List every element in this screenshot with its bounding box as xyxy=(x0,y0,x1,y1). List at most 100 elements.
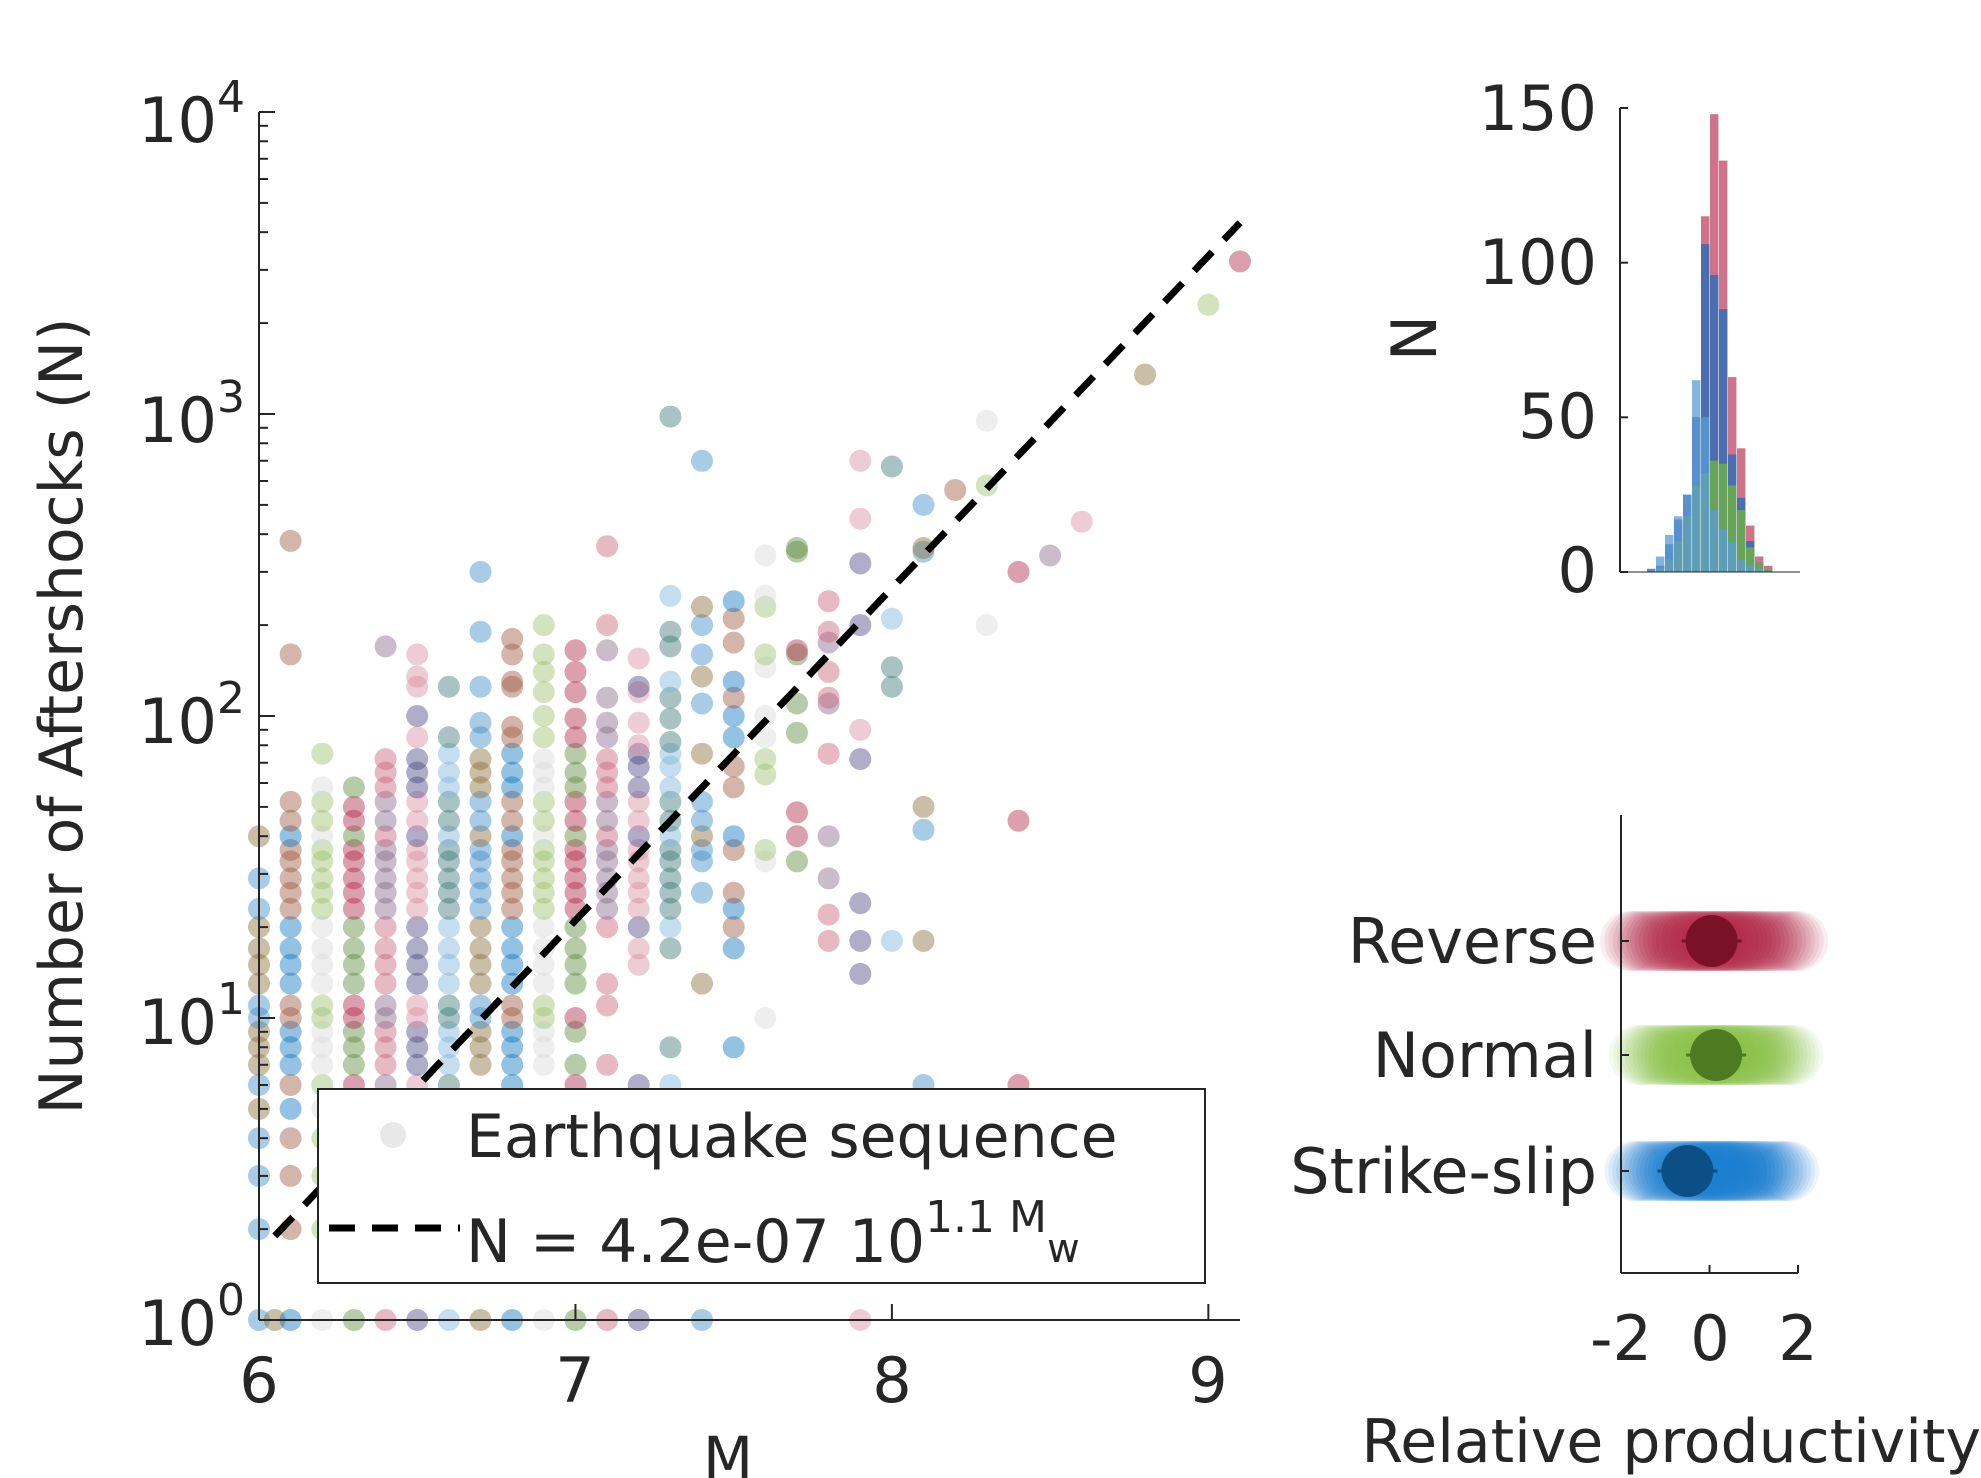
scatter-point xyxy=(342,825,365,848)
scatter-point xyxy=(627,897,650,920)
scatter-point xyxy=(691,839,713,861)
productivity-sample xyxy=(1751,1141,1812,1201)
scatter-point xyxy=(532,809,555,832)
scatter-points xyxy=(248,250,1251,1331)
scatter-point xyxy=(564,742,587,765)
scatter-point xyxy=(1197,293,1220,316)
productivity-sample xyxy=(1763,911,1824,971)
scatter-point xyxy=(437,1053,460,1076)
scatter-point xyxy=(311,809,334,832)
scatter-point xyxy=(564,790,587,813)
scatter-point xyxy=(437,1036,460,1059)
scatter-point xyxy=(817,867,840,890)
scatter-point xyxy=(564,1053,587,1076)
scatter-point xyxy=(501,1053,524,1076)
scatter-point xyxy=(659,776,682,799)
scatter-point xyxy=(532,972,555,995)
productivity-sample xyxy=(1612,1141,1673,1201)
scatter-point xyxy=(279,916,302,939)
scatter-point xyxy=(754,839,777,861)
main-y-tick-labels: 100 101 102 103 104 xyxy=(138,72,245,1360)
scatter-point xyxy=(437,790,460,813)
scatter-point xyxy=(722,726,745,749)
scatter-point xyxy=(912,537,935,559)
productivity-sample xyxy=(1617,911,1678,971)
scatter-point xyxy=(627,953,650,976)
productivity-sample xyxy=(1644,1025,1705,1085)
productivity-sample xyxy=(1608,911,1669,971)
productivity-sample xyxy=(1599,911,1660,971)
scatter-point xyxy=(786,825,808,848)
scatter-point xyxy=(501,643,524,666)
scatter-point xyxy=(596,761,619,784)
scatter-point xyxy=(564,937,587,960)
scatter-point xyxy=(532,643,555,666)
scatter-point xyxy=(374,776,397,799)
productivity-sample xyxy=(1608,1141,1669,1201)
scatter-point xyxy=(342,953,365,976)
productivity-sample xyxy=(1612,911,1673,971)
scatter-point xyxy=(279,953,302,976)
prod-ticks xyxy=(1620,940,1799,1273)
scatter-point xyxy=(596,850,619,873)
scatter-point xyxy=(722,670,745,693)
scatter-point xyxy=(659,670,682,693)
scatter-point xyxy=(406,994,429,1017)
scatter-point xyxy=(659,839,682,861)
scatter-point xyxy=(469,825,492,848)
scatter-point xyxy=(279,897,302,920)
productivity-sample xyxy=(1727,1025,1788,1085)
scatter-point xyxy=(564,825,587,848)
productivity-marks xyxy=(1599,911,1828,1201)
scatter-point xyxy=(311,825,334,848)
scatter-point xyxy=(627,825,650,848)
prod-label-strike-slip: Strike-slip xyxy=(1290,1135,1597,1208)
scatter-point xyxy=(437,916,460,939)
scatter-point xyxy=(627,881,650,904)
scatter-point xyxy=(469,776,492,799)
scatter-point xyxy=(279,850,302,873)
scatter-point xyxy=(564,1020,587,1043)
scatter-point xyxy=(406,675,429,698)
scatter-point xyxy=(311,972,334,995)
scatter-point xyxy=(880,675,903,698)
main-scatter-chart: 100 101 102 103 104 6 7 8 9 M Number of … xyxy=(27,72,1251,1478)
scatter-point xyxy=(754,544,777,567)
scatter-point xyxy=(975,409,998,432)
scatter-point xyxy=(406,1053,429,1076)
productivity-sample xyxy=(1715,1141,1776,1201)
scatter-point xyxy=(659,405,682,428)
scatter-point xyxy=(817,660,840,683)
scatter-point xyxy=(342,937,365,960)
scatter-point xyxy=(311,953,334,976)
y-tick-label-1: 101 xyxy=(138,974,245,1059)
scatter-point xyxy=(817,590,840,613)
scatter-point xyxy=(501,994,524,1017)
scatter-point xyxy=(342,972,365,995)
scatter-point xyxy=(406,839,429,861)
productivity-sample xyxy=(1755,911,1816,971)
scatter-point xyxy=(501,1020,524,1043)
prod-x-tick-label-0: 0 xyxy=(1690,1302,1729,1375)
scatter-point xyxy=(532,681,555,704)
scatter-point xyxy=(469,1020,492,1043)
scatter-point xyxy=(944,479,967,501)
fit-line xyxy=(272,220,1243,1239)
scatter-point xyxy=(722,839,745,861)
productivity-sample xyxy=(1724,911,1785,971)
scatter-point xyxy=(627,755,650,778)
scatter-point xyxy=(880,455,903,478)
scatter-point xyxy=(596,994,619,1017)
scatter-point xyxy=(786,721,808,744)
scatter-point xyxy=(722,916,745,939)
scatter-point xyxy=(311,994,334,1017)
scatter-point xyxy=(469,972,492,995)
scatter-point xyxy=(469,761,492,784)
scatter-point xyxy=(311,776,334,799)
scatter-point xyxy=(437,994,460,1017)
scatter-point xyxy=(374,761,397,784)
scatter-point xyxy=(596,881,619,904)
main-y-minor-ticks xyxy=(259,111,275,1321)
scatter-point xyxy=(342,809,365,832)
scatter-point xyxy=(722,776,745,799)
